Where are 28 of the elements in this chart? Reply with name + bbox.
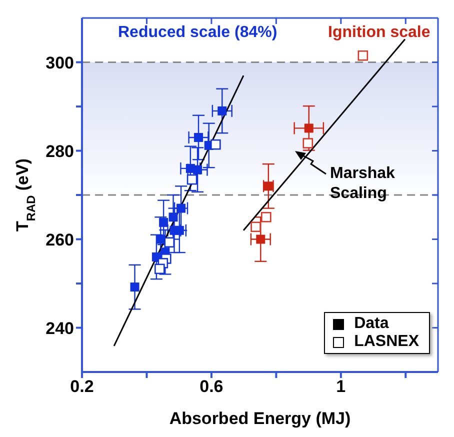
point [156,234,166,244]
x-axis-title: Absorbed Energy (MJ) [169,409,351,428]
point [194,132,204,142]
y-tick-label: 240 [46,318,74,338]
point [358,50,368,61]
annotation: Reduced scale (84%) [118,24,278,42]
y-tick-label: 260 [46,230,74,250]
point [154,264,165,274]
annotation: Marshak Scaling [330,164,396,204]
text: Data [354,315,389,333]
point [304,124,314,133]
y-tick-label: 280 [46,142,74,161]
y-tick-label: 300 [46,53,74,72]
point [159,218,168,227]
point [168,212,178,222]
x-tick-label: 0.6 [200,377,224,396]
point [302,138,314,148]
point [218,106,227,116]
annotation: Ignition scale [328,24,430,42]
point [130,282,140,292]
text: LASNEX [354,333,419,351]
point [261,212,272,222]
point [186,174,198,185]
x-tick-label: 1 [336,377,346,396]
point [210,139,221,150]
x-tick-label: 0.2 [70,377,94,396]
point [256,234,266,244]
point [193,165,202,174]
